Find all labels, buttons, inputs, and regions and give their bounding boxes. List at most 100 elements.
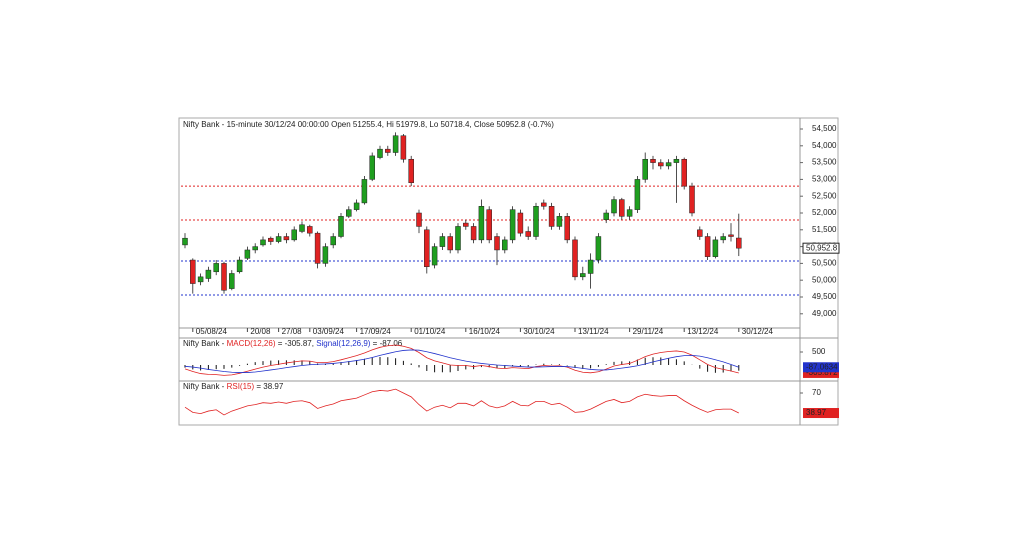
last-value-label: 50,952.8 — [806, 243, 838, 252]
candle-body — [377, 148, 383, 158]
candle-body — [689, 185, 695, 214]
y-tick-label: 51,500 — [812, 225, 837, 234]
candle-body — [697, 229, 703, 237]
candle-body — [447, 236, 453, 251]
candle-body — [517, 212, 524, 234]
series-line — [184, 388, 739, 416]
y-tick-label: 52,000 — [812, 208, 837, 217]
candle-body — [283, 236, 290, 241]
candle-body — [736, 237, 742, 249]
series-line — [184, 344, 739, 376]
series-line — [184, 349, 739, 373]
last-value-box — [803, 367, 839, 378]
x-tick-label: 29/11/24 — [633, 327, 664, 336]
candle-body — [314, 232, 321, 264]
candle-body — [291, 229, 297, 241]
y-tick-label: 54,000 — [812, 141, 837, 150]
candle-body — [182, 237, 188, 246]
y-tick-label: 49,000 — [812, 309, 837, 318]
last-value-label: -87.0634 — [806, 362, 838, 371]
candle-body — [720, 236, 726, 241]
title-part: = 38.97 — [254, 382, 284, 391]
title-part: = -87.06 — [370, 339, 402, 348]
candle-body — [658, 162, 664, 167]
x-tick-label: 01/10/24 — [414, 327, 446, 336]
candle-body — [650, 158, 656, 163]
candle-body — [385, 148, 391, 153]
candle-body — [556, 216, 563, 227]
candle-body — [424, 229, 430, 268]
candle-body — [634, 179, 641, 210]
candle-body — [416, 212, 422, 227]
candle-body — [603, 212, 609, 220]
y-tick-label: 70 — [812, 388, 821, 397]
candle-body — [509, 209, 516, 241]
x-tick-label: 03/09/24 — [313, 327, 345, 336]
candle-body — [275, 236, 282, 242]
candle-body — [626, 209, 633, 217]
candle-body — [572, 239, 578, 278]
frame — [178, 117, 839, 426]
x-tick-label: 13/11/24 — [578, 327, 609, 336]
candle-body — [665, 162, 672, 167]
chart-title: Nifty Bank - 15-minute 30/12/24 00:00:00… — [183, 120, 554, 129]
x-tick-label: 20/08 — [250, 327, 271, 336]
candle-body — [548, 206, 555, 227]
candle-body — [205, 269, 212, 279]
last-value-label: -305.872 — [806, 368, 838, 377]
candle-body — [190, 259, 196, 284]
title-part: Nifty Bank - — [183, 382, 227, 391]
candle-body — [307, 226, 313, 234]
y-tick-label: 49,500 — [812, 292, 837, 301]
title-part: Signal(12,26,9) — [316, 339, 371, 348]
candle-body — [611, 199, 617, 214]
candle-body — [260, 239, 266, 246]
candle-body — [322, 246, 329, 264]
candle-body — [369, 155, 375, 180]
x-tick-label: 30/12/24 — [742, 327, 774, 336]
x-tick-label: 05/08/24 — [196, 327, 228, 336]
candle-body — [439, 236, 446, 247]
title-part: MACD(12,26) — [227, 339, 276, 348]
last-value-label: 38.97 — [806, 408, 827, 417]
x-tick-label: 27/08 — [282, 327, 303, 336]
candle-body — [704, 236, 711, 257]
candle-body — [463, 222, 469, 227]
candle-body — [268, 237, 274, 242]
candle-body — [478, 206, 485, 241]
y-tick-label: 54,500 — [812, 124, 837, 133]
candle-body — [533, 206, 539, 237]
candle-body — [494, 236, 500, 251]
candle-body — [353, 202, 360, 210]
candle-body — [502, 239, 508, 251]
candle-body — [244, 249, 251, 259]
x-tick-label: 16/10/24 — [469, 327, 501, 336]
candle-body — [541, 202, 547, 207]
y-tick-label: 53,500 — [812, 158, 837, 167]
y-tick-label: 50,500 — [812, 259, 837, 268]
candle-body — [236, 259, 243, 273]
x-tick-label: 13/12/24 — [687, 327, 719, 336]
candle-body — [221, 263, 227, 291]
candle-body — [619, 199, 625, 217]
candle-body — [252, 246, 258, 251]
candle-body — [580, 273, 586, 278]
candle-body — [408, 158, 414, 184]
candle-body — [338, 216, 344, 237]
candle-body — [299, 224, 305, 232]
candle-body — [712, 239, 719, 257]
candle-body — [361, 179, 368, 204]
candle-body — [642, 158, 648, 180]
y-tick-label: 52,500 — [812, 191, 837, 200]
candle-body — [673, 158, 680, 163]
y-tick-label: 500 — [812, 347, 826, 356]
candle-body — [587, 259, 594, 274]
last-value-box — [803, 362, 839, 373]
candle-body — [197, 276, 204, 283]
panel-title: Nifty Bank - MACD(12,26) = -305.87, Sign… — [183, 339, 403, 348]
last-value-box — [803, 408, 839, 419]
candle-body — [595, 236, 602, 261]
candle-body — [431, 246, 438, 266]
candle-body — [455, 226, 461, 251]
